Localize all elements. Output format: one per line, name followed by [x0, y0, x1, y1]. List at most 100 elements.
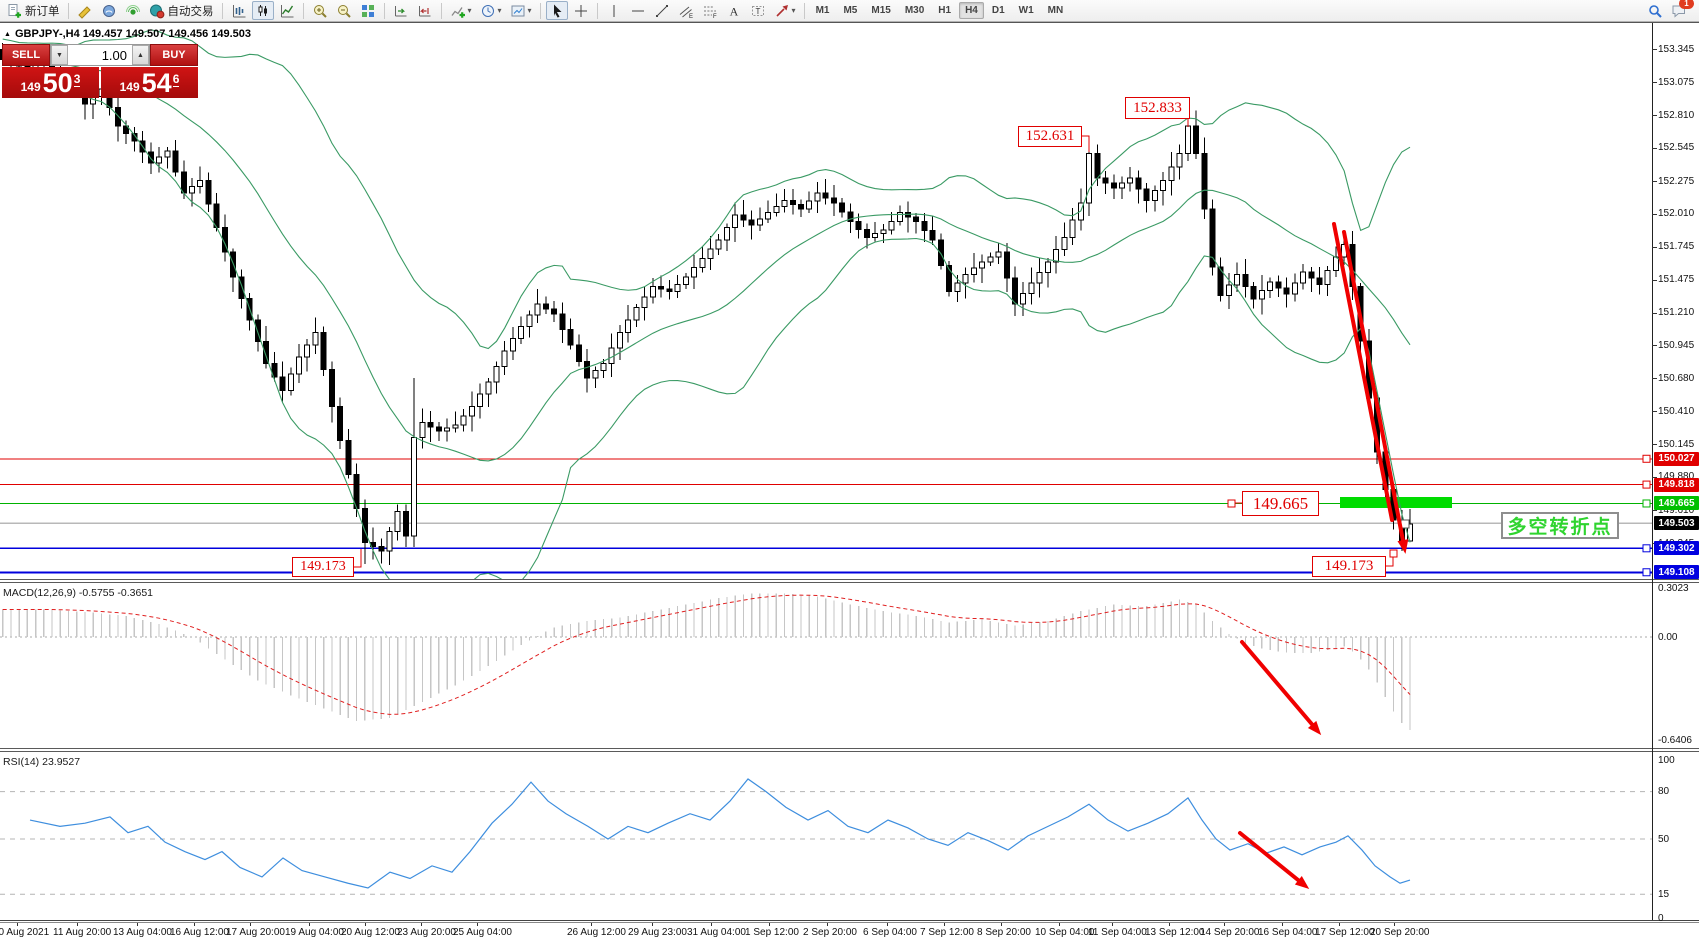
- price-level-label-149.818: 149.818: [1654, 477, 1699, 492]
- timeframe-m15-button[interactable]: M15: [871, 5, 891, 16]
- time-tick: [1169, 923, 1170, 926]
- auto-scroll-button[interactable]: [390, 1, 412, 20]
- toolbar-separator: [67, 2, 69, 19]
- symbol-ohlc-text: GBPJPY-,H4 149.457 149.507 149.456 149.5…: [14, 28, 252, 40]
- time-tick-label: 23 Aug 20:00: [397, 927, 456, 938]
- rsi-pane[interactable]: [0, 753, 1652, 920]
- autoscroll-icon: [394, 5, 406, 16]
- toolbar-separator: [596, 2, 598, 19]
- volume-increase-button[interactable]: ▲: [132, 45, 149, 65]
- line-chart-mode-button[interactable]: [276, 1, 298, 20]
- toolbar-separator: [539, 2, 541, 19]
- time-tick-label: 10 Sep 04:00: [1035, 927, 1095, 938]
- time-tick-label: 6 Sep 04:00: [863, 927, 917, 938]
- price-tick-dash: [1652, 115, 1657, 117]
- price-tick-label: 152.010: [1658, 208, 1695, 220]
- level-end-square[interactable]: [1642, 480, 1651, 489]
- chart-shift-button[interactable]: [414, 1, 436, 20]
- timeframe-w1-button[interactable]: W1: [1018, 5, 1034, 16]
- signals-button[interactable]: [122, 1, 144, 20]
- sell-price-display[interactable]: 149 50 3: [2, 67, 99, 98]
- volume-input[interactable]: [68, 45, 132, 65]
- timeframe-d1-button[interactable]: D1: [991, 5, 1005, 16]
- time-tick-label: 16 Sep 04:00: [1258, 927, 1318, 938]
- timeframe-h1-button[interactable]: H1: [938, 5, 952, 16]
- horizontal-line-tool-button[interactable]: [627, 1, 649, 20]
- price-level-label-149.302: 149.302: [1654, 541, 1699, 556]
- level-end-square[interactable]: [1642, 544, 1651, 553]
- red-trend-arrow[interactable]: [1238, 831, 1305, 886]
- crosshair-tool-button[interactable]: [570, 1, 592, 20]
- red-trend-arrow[interactable]: [1342, 230, 1406, 548]
- new-order-button-label: 新订单: [25, 5, 60, 18]
- new-chart-button[interactable]: ▾: [447, 1, 475, 20]
- volume-decrease-button[interactable]: ▼: [51, 45, 68, 65]
- price-callout-149.173[interactable]: 149.173: [1312, 556, 1386, 577]
- callout-anchor-square[interactable]: [1389, 549, 1398, 558]
- sell-button[interactable]: SELL: [2, 44, 50, 66]
- fibonacci-tool-button[interactable]: F: [699, 1, 721, 20]
- tile-windows-button[interactable]: [357, 1, 379, 20]
- price-callout-149.173[interactable]: 149.173: [292, 557, 354, 577]
- timeframe-m1-button[interactable]: M1: [815, 5, 830, 16]
- time-tick-label: 17 Sep 12:00: [1315, 927, 1375, 938]
- shapes-tool-button[interactable]: ▾: [771, 1, 799, 20]
- new-order-button[interactable]: 新订单: [3, 1, 63, 20]
- auto-trading-button[interactable]: 自动交易: [146, 1, 217, 20]
- price-tick-dash: [1652, 246, 1657, 248]
- time-tick: [137, 923, 138, 926]
- styler-button[interactable]: [74, 1, 96, 20]
- price-tick-dash: [1652, 378, 1657, 380]
- toolbar-separator: [440, 2, 442, 19]
- text-tool-button[interactable]: A: [723, 1, 745, 20]
- red-trend-arrow[interactable]: [1240, 640, 1318, 731]
- level-end-square[interactable]: [1642, 454, 1651, 463]
- crosshair-icon: [574, 4, 587, 17]
- channel-tool-button[interactable]: E: [675, 1, 697, 20]
- level-end-square[interactable]: [1642, 568, 1651, 577]
- timeframe-h4-button[interactable]: H4: [959, 2, 984, 19]
- bar-chart-mode-button[interactable]: [228, 1, 250, 20]
- macd-pane[interactable]: [0, 584, 1652, 748]
- macd-signal-line: [2, 594, 1411, 715]
- trendline-tool-button[interactable]: [651, 1, 673, 20]
- time-tick: [77, 923, 78, 926]
- price-callout-152.631[interactable]: 152.631: [1018, 126, 1082, 147]
- price-callout-149.665[interactable]: 149.665: [1242, 491, 1319, 516]
- red-arrowhead: [1294, 875, 1310, 890]
- timeframe-mn-button[interactable]: MN: [1047, 5, 1064, 16]
- profiles-button[interactable]: ▾: [507, 1, 535, 20]
- notifications-button[interactable]: 1: [1668, 0, 1694, 20]
- level-end-square[interactable]: [1642, 499, 1651, 508]
- price-callout-152.833[interactable]: 152.833: [1125, 97, 1190, 119]
- pane-splitter[interactable]: [0, 748, 1699, 752]
- pane-splitter[interactable]: [0, 579, 1699, 583]
- cursor-tool-button[interactable]: [545, 1, 568, 20]
- market-button[interactable]: [98, 1, 120, 20]
- timeframe-m5-button[interactable]: M5: [843, 5, 858, 16]
- price-tick-dash: [1652, 279, 1657, 281]
- candlestick-mode-button[interactable]: [251, 1, 274, 20]
- rsi-axis-label: 50: [1658, 833, 1670, 845]
- bb-middle: [2, 58, 1411, 462]
- tline-icon: [655, 4, 668, 17]
- callout-anchor-square[interactable]: [1227, 499, 1236, 508]
- buy-button[interactable]: BUY: [150, 44, 198, 66]
- zoom-out-button[interactable]: [333, 1, 355, 20]
- vertical-line-tool-button[interactable]: [603, 1, 625, 20]
- timeframe-m30-button[interactable]: M30: [904, 5, 925, 16]
- callout-leader: [1082, 135, 1090, 152]
- buy-price-display[interactable]: 149 54 6: [101, 67, 198, 98]
- red-trend-arrow[interactable]: [1332, 222, 1394, 522]
- search-button[interactable]: [1644, 1, 1666, 20]
- signal_green-icon: [125, 4, 140, 15]
- main-price-chart[interactable]: [0, 23, 1652, 579]
- label-tool-button[interactable]: T: [747, 1, 769, 20]
- periods-button[interactable]: ▾: [477, 1, 505, 20]
- time-tick-label: 10 Aug 2021: [0, 927, 50, 938]
- zoom-in-button[interactable]: [309, 1, 331, 20]
- turning-point-annotation[interactable]: 多空转折点: [1501, 512, 1619, 539]
